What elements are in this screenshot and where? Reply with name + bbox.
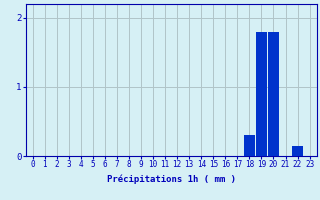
Bar [244, 135, 255, 156]
X-axis label: Précipitations 1h ( mm ): Précipitations 1h ( mm ) [107, 175, 236, 184]
Bar [268, 32, 279, 156]
Bar [292, 146, 303, 156]
Bar [256, 32, 267, 156]
